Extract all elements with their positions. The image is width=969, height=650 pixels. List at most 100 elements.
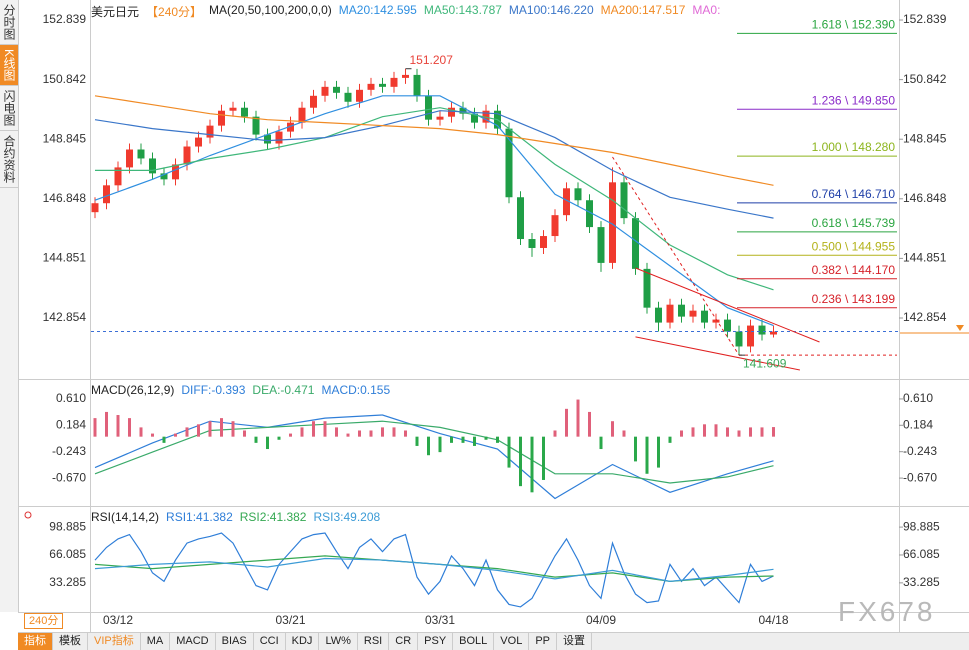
toolbar-item[interactable]: CR <box>389 633 419 650</box>
legend-entry: RSI3:49.208 <box>313 510 381 524</box>
ma-line <box>94 95 774 186</box>
macd-bar <box>404 430 407 437</box>
toolbar-item[interactable]: LW% <box>319 633 358 650</box>
macd-bar <box>588 411 591 437</box>
trend-line <box>635 267 820 343</box>
toolbar: 指标 模板 VIP指标 MA MACD BIAS CCI KDJ LW% RSI CR PSY BOLL… <box>18 632 969 650</box>
macd-line <box>94 414 774 500</box>
macd-bar <box>335 427 338 437</box>
macd-bar <box>519 436 522 487</box>
toolbar-item[interactable]: VIP指标 <box>88 633 141 650</box>
macd-bar <box>772 427 775 437</box>
macd-bar <box>634 436 637 462</box>
period-button[interactable]: 240分 <box>24 613 64 629</box>
macd-bar <box>691 427 695 437</box>
toolbar-item[interactable]: 模板 <box>53 633 88 650</box>
toolbar-item[interactable]: RSI <box>358 633 390 650</box>
candle-body <box>632 218 639 269</box>
macd-bar <box>611 421 614 437</box>
x-tick-label: 04/18 <box>758 613 788 627</box>
sidebar-tab[interactable]: 分时图 <box>0 0 18 45</box>
legend-entry: MA100:146.220 <box>508 3 594 17</box>
candle-body <box>206 125 214 138</box>
legend-title: MACD(26,12,9) <box>91 383 175 397</box>
candle-body <box>91 203 99 213</box>
fib-level-label: 0.236 \ 143.199 <box>812 292 896 306</box>
candle-body <box>298 107 306 123</box>
candle-body <box>689 310 697 317</box>
y-tick-label: 98.885 <box>903 519 940 533</box>
toolbar-item[interactable]: MA <box>141 633 171 650</box>
legend-entry: RSI1:41.382 <box>166 510 233 524</box>
macd-bar <box>208 421 212 437</box>
candle-body <box>770 331 777 335</box>
rsi-line <box>94 555 774 583</box>
toolbar-item[interactable]: 指标 <box>18 633 53 650</box>
candle-body <box>643 268 651 308</box>
legend-entry: DEA:-0.471 <box>252 383 315 397</box>
candle-body <box>229 107 237 111</box>
macd-bar <box>139 427 143 437</box>
toolbar-item[interactable]: KDJ <box>286 633 320 650</box>
price-arrow <box>956 325 964 331</box>
macd-bar <box>197 424 200 437</box>
toolbar-item[interactable]: VOL <box>494 633 530 650</box>
macd-bar <box>461 436 465 443</box>
y-tick-label: 144.851 <box>903 251 947 265</box>
toolbar-item[interactable]: MACD <box>170 633 216 650</box>
toolbar-item[interactable]: PSY <box>418 633 454 650</box>
macd-line <box>94 420 774 484</box>
macd-bar <box>599 436 603 450</box>
candle-body <box>344 92 352 102</box>
x-tick-label: 03/31 <box>425 613 455 627</box>
y-tick-label: 66.085 <box>903 547 940 561</box>
toolbar-item[interactable]: PP <box>529 633 557 650</box>
candle-body <box>413 74 421 96</box>
sidebar-tab[interactable]: 合约资料 <box>0 131 18 189</box>
y-tick-label: -0.670 <box>52 470 86 484</box>
candle-body <box>252 116 260 135</box>
macd-bar <box>749 427 752 437</box>
sidebar-tab[interactable]: K线图 <box>0 45 18 87</box>
macd-bar <box>381 427 384 437</box>
y-tick-label: 146.848 <box>43 191 87 205</box>
ma-line <box>94 95 774 327</box>
y-tick-label: 142.854 <box>43 310 87 324</box>
legend: 美元日元 【240分】 MA(20,50,100,200,0,0) MA20:142.… <box>91 3 720 20</box>
legend-entry: MA20:142.595 <box>338 3 417 17</box>
toolbar-item[interactable]: 设置 <box>557 633 592 650</box>
fib-level-label: 0.764 \ 146.710 <box>812 187 896 201</box>
y-tick-label: 148.845 <box>43 131 87 145</box>
y-tick-label: 66.085 <box>49 547 86 561</box>
x-tick-label: 03/12 <box>103 613 133 627</box>
y-tick-label: 150.842 <box>43 72 87 86</box>
toolbar-item[interactable]: BOLL <box>453 633 495 650</box>
candle-body <box>183 146 191 165</box>
macd-bar <box>128 418 131 437</box>
sidebar-tab[interactable]: 闪电图 <box>0 86 18 132</box>
candle-body <box>609 182 616 263</box>
y-tick-label: 0.184 <box>903 417 933 431</box>
sidebar: 分时图 K线图 闪电图 合约资料 <box>0 0 19 612</box>
candle-body <box>597 227 605 263</box>
toolbar-item[interactable]: BIAS <box>216 633 254 650</box>
macd-bar <box>254 436 258 443</box>
toolbar-item[interactable]: CCI <box>254 633 286 650</box>
macd-bar <box>300 427 304 437</box>
macd-bar <box>668 436 672 443</box>
candle-body <box>586 200 593 228</box>
candle-body <box>287 122 294 132</box>
macd-bar <box>174 433 177 437</box>
macd-bar <box>553 430 557 437</box>
settings-icon[interactable] <box>24 511 32 519</box>
macd-bar <box>657 436 660 468</box>
macd-bar <box>622 430 626 437</box>
macd-bar <box>415 436 419 446</box>
ma-line <box>94 110 774 219</box>
fib-level-label: 0.618 \ 145.739 <box>812 216 896 230</box>
legend-entry: DIFF:-0.393 <box>181 383 246 397</box>
candle-body <box>517 197 524 240</box>
candle-body <box>160 173 168 180</box>
candle-body <box>103 185 110 204</box>
macd-bar <box>680 430 683 437</box>
